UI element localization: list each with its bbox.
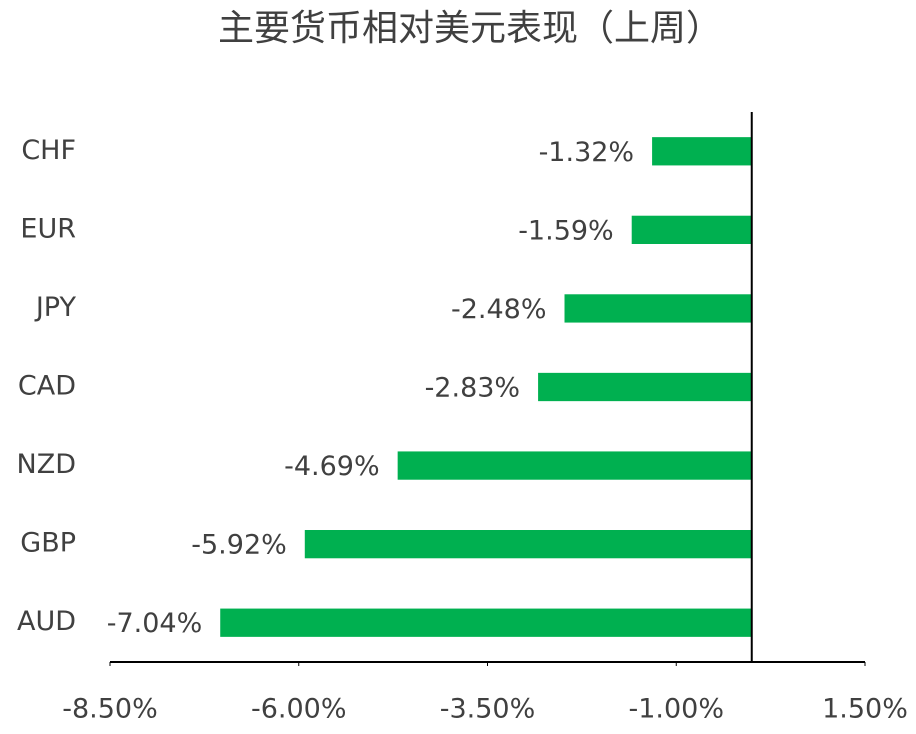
category-label: NZD <box>17 449 76 480</box>
bar <box>631 215 752 244</box>
value-label: -2.48% <box>451 294 547 325</box>
bar <box>564 294 752 323</box>
bar <box>397 451 752 480</box>
bar <box>652 137 752 166</box>
value-label: -5.92% <box>191 530 287 561</box>
value-label: -1.59% <box>518 215 614 246</box>
value-label: -1.32% <box>539 137 635 168</box>
category-label: AUD <box>17 606 76 637</box>
bar <box>538 372 752 402</box>
x-tick-label: -3.50% <box>440 694 536 725</box>
category-label: CAD <box>18 371 76 402</box>
x-tick-label: 1.50% <box>822 694 908 725</box>
value-label: -2.83% <box>425 373 521 404</box>
chart-title: 主要货币相对美元表现（上周） <box>218 8 722 49</box>
value-label: -7.04% <box>107 608 203 639</box>
x-tick-label: -6.00% <box>251 694 347 725</box>
value-label: -4.69% <box>284 451 380 482</box>
x-tick-label: -1.00% <box>628 694 724 725</box>
category-label: EUR <box>20 213 76 244</box>
bar <box>304 530 752 559</box>
category-label: GBP <box>20 528 76 559</box>
category-label: CHF <box>21 135 76 166</box>
category-label: JPY <box>34 292 77 323</box>
bar <box>220 608 752 637</box>
x-tick-label: -8.50% <box>62 694 158 725</box>
